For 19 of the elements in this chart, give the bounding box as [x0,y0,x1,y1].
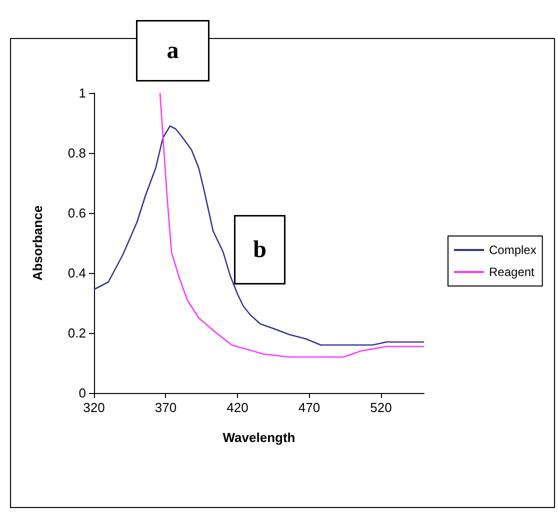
y-tick-label: 0.8 [68,146,86,160]
legend-label: Reagent [489,265,536,279]
legend-label: Complex [489,243,536,257]
x-tick-label: 320 [83,400,105,415]
x-tick-label: 370 [154,400,177,415]
y-axis-title: Absorbance [30,205,45,281]
y-tick-label: 1 [78,86,86,100]
x-tick-label: 420 [226,400,248,415]
line-series [93,125,425,346]
x-axis-title: Wavelength [222,430,296,445]
annotation: b [253,236,266,263]
y-tick-label: 0.4 [68,266,86,280]
y-tick-label: 0 [78,386,86,400]
y-tick-label: 0.2 [68,326,86,340]
text: a [166,38,179,64]
x-tick-label: 470 [298,400,320,415]
y-tick-label: 0.6 [68,206,86,220]
x-tick-label: 520 [370,400,392,415]
line-series [159,92,425,358]
